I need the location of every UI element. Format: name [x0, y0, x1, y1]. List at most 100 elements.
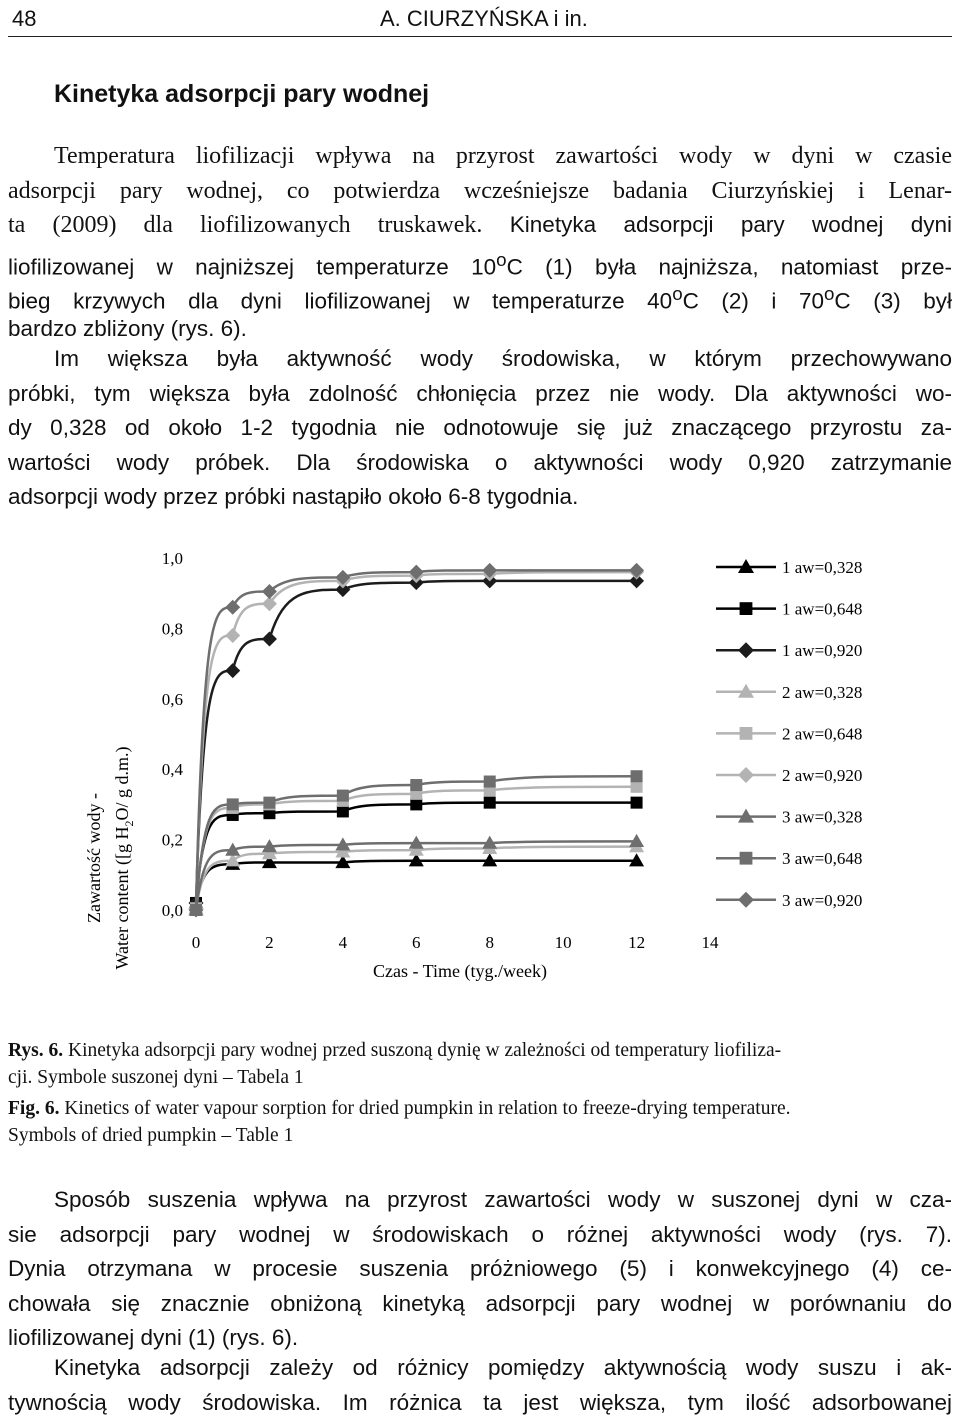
text-line: Dynia otrzymana w procesie suszenia próż…	[8, 1256, 952, 1281]
data-point	[225, 663, 241, 679]
text-fragment: liofilizowanej w najniższej temperaturze…	[8, 254, 497, 279]
data-point	[408, 853, 424, 867]
text-line: liofilizowanej dyni (1) (rys. 6).	[8, 1325, 299, 1350]
caption-text: Kinetics of water vapour sorption for dr…	[59, 1098, 791, 1119]
series-3-aw-0-920	[188, 562, 645, 918]
degree-sign: o	[672, 283, 683, 304]
y-axis-label-line1: Zawartość wody -	[84, 793, 104, 923]
data-point	[482, 835, 498, 849]
data-point	[738, 808, 754, 823]
y-axis-label-line2: Water content ([g H2O/ g d.m.)	[112, 746, 136, 969]
data-point	[335, 854, 351, 869]
data-point	[629, 573, 645, 589]
legend-entry: 3 aw=0,648	[716, 849, 862, 868]
series-2-aw-0-328	[188, 839, 645, 914]
data-point	[410, 798, 423, 811]
data-point	[739, 727, 753, 740]
legend-entry: 3 aw=0,328	[716, 808, 862, 827]
legend-label: 3 aw=0,328	[782, 808, 862, 827]
data-point	[629, 853, 645, 867]
x-tick-label: 8	[485, 933, 494, 952]
data-point	[225, 627, 241, 643]
text-line: chowała się znacznie obniżoną kinetyką a…	[8, 1290, 952, 1316]
data-point	[630, 770, 643, 783]
data-point	[261, 631, 277, 647]
paragraph-1: Temperatura liofilizacji wpływa na przyr…	[8, 139, 952, 346]
y-tick-label: 1,0	[162, 549, 183, 568]
data-point	[738, 559, 754, 573]
legend-label: 3 aw=0,920	[782, 891, 862, 910]
chart-legend: 1 aw=0,328 1 aw=0,648 1 aw=0,920 2 aw=0,328…	[708, 547, 890, 927]
running-title: A. CIURZYŃSKA i in.	[380, 6, 588, 31]
text-fragment: ta (2009) dla liofilizowanych truskawek.	[8, 212, 483, 238]
data-point	[483, 775, 496, 788]
text-fragment: C (2) i 70	[682, 288, 824, 314]
data-point	[482, 853, 498, 867]
page-number: 48	[12, 6, 37, 31]
legend-entry: 1 aw=0,328	[716, 558, 862, 577]
legend-entry: 1 aw=0,648	[716, 600, 862, 619]
data-point	[263, 796, 276, 809]
data-point	[482, 562, 498, 578]
text-line: Im większa była aktywność wody środowisk…	[54, 346, 952, 371]
data-point	[261, 846, 277, 860]
text-line: wartości wody próbek. Dla środowiska o a…	[8, 449, 952, 475]
data-point	[261, 583, 277, 599]
legend-box	[708, 547, 890, 927]
text-fragment: bieg krzywych dla dyni liofilizowanej w …	[8, 288, 673, 314]
caption-label: Rys. 6.	[8, 1040, 64, 1061]
chart-series	[188, 562, 645, 918]
x-tick-label: 14	[702, 933, 720, 952]
x-tick-label: 0	[192, 933, 201, 952]
paragraph-4: Kinetyka adsorpcji zależy od różnicy pom…	[8, 1351, 952, 1420]
x-tick-label: 4	[339, 933, 348, 952]
series-line	[194, 859, 637, 904]
data-point	[226, 798, 239, 811]
text-line: tywnością wody środowiska. Im różnica ta…	[8, 1389, 952, 1415]
legend-entry: 3 aw=0,920	[716, 891, 862, 910]
data-point	[225, 853, 241, 867]
text-line: próbki, tym większa była zdolność chłoni…	[8, 380, 952, 406]
legend-label: 2 aw=0,648	[782, 724, 862, 743]
degree-sign: o	[823, 283, 835, 304]
series-1-aw-0-328	[188, 853, 645, 909]
text-line: adsorpcji wody przez próbki nastąpiło ok…	[8, 484, 579, 509]
text-line: bardzo zbliżony (rys. 6).	[8, 315, 247, 341]
sorption-kinetics-chart: 0,0 0,2 0,4 0,6 0,8 1,0 0 2 4 6 8 10 12 14 1 aw=0,328…	[84, 547, 890, 982]
legend-label: 1 aw=0,328	[782, 558, 862, 577]
data-point	[188, 902, 204, 918]
legend-entry: 2 aw=0,920	[716, 766, 862, 785]
caption-text: Kinetyka adsorpcji pary wodnej przed sus…	[63, 1040, 782, 1061]
data-point	[483, 796, 496, 809]
y-label-part: Water content ([g H	[112, 827, 133, 970]
section-heading: Kinetyka adsorpcji pary wodnej	[54, 80, 430, 108]
degree-sign: o	[496, 248, 507, 270]
data-point	[225, 599, 241, 615]
series-3-aw-0-328	[188, 833, 645, 916]
y-tick-label: 0,8	[162, 619, 183, 638]
legend-label: 1 aw=0,648	[782, 600, 862, 619]
legend-label: 1 aw=0,920	[782, 641, 862, 660]
data-point	[261, 839, 277, 853]
data-point	[225, 842, 241, 856]
x-tick-label: 2	[265, 933, 274, 952]
text-line: Temperatura liofilizacji wpływa na przyr…	[54, 143, 952, 169]
text-fragment: C (3) był	[834, 288, 952, 314]
caption-label: Fig. 6.	[8, 1098, 60, 1119]
text-line: dy 0,328 od około 1-2 tygodnia nie odnot…	[8, 415, 952, 440]
text-line: Sposób suszenia wpływa na przyrost zawar…	[54, 1187, 952, 1212]
data-point	[408, 842, 424, 856]
data-point	[629, 562, 645, 578]
text-line: liofilizowanej w najniższej temperaturze…	[8, 243, 952, 280]
y-label-part: O/ g d.m.)	[112, 746, 133, 820]
y-tick-label: 0,2	[162, 831, 183, 850]
figure-caption-pl: Rys. 6. Kinetyka adsorpcji pary wodnej p…	[8, 1037, 952, 1091]
data-point	[630, 780, 643, 793]
data-point	[738, 683, 754, 698]
text-line: bieg krzywych dla dyni liofilizowanej w …	[8, 277, 952, 314]
caption-line: Fig. 6. Kinetics of water vapour sorptio…	[8, 1095, 952, 1122]
data-point	[261, 854, 277, 869]
data-point	[738, 767, 754, 783]
legend-entry: 2 aw=0,328	[716, 683, 862, 702]
data-point	[630, 796, 643, 809]
